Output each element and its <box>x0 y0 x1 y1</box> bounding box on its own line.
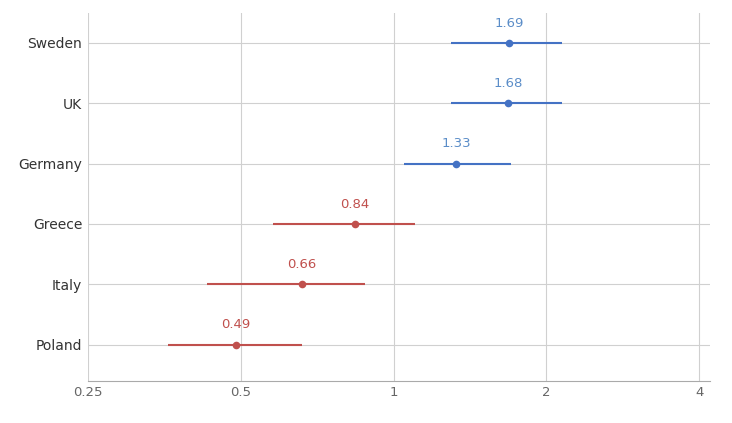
Text: 0.66: 0.66 <box>287 258 316 271</box>
Text: 0.84: 0.84 <box>340 198 370 211</box>
Text: 1.69: 1.69 <box>495 16 524 30</box>
Text: 1.33: 1.33 <box>441 137 471 150</box>
Text: 1.68: 1.68 <box>493 77 523 90</box>
Text: 0.49: 0.49 <box>222 318 251 331</box>
